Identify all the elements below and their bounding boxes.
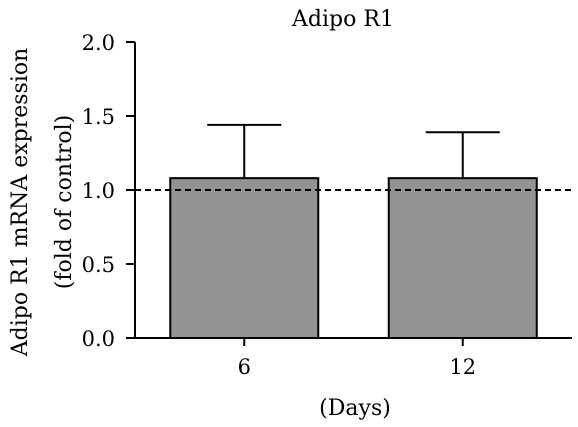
x-tick-label: 12	[449, 355, 476, 379]
x-tick-label: 6	[238, 355, 251, 379]
y-tick-label: 0.5	[82, 253, 115, 277]
y-tick-label: 0.0	[82, 327, 115, 351]
plot-area: 6 12 0.0 0.5 1.0 1.5 2.0	[82, 31, 572, 379]
chart-title: Adipo R1	[291, 7, 394, 32]
y-tick-label: 1.5	[82, 105, 115, 129]
y-axis-title-line2: (fold of control)	[52, 115, 77, 289]
y-tick-label: 1.0	[82, 179, 115, 203]
y-axis-title-line1: Adipo R1 mRNA expression	[8, 48, 33, 358]
bar-6	[169, 177, 320, 339]
bar-12	[387, 177, 538, 339]
y-axis-title: Adipo R1 mRNA expression (fold of contro…	[8, 48, 77, 358]
y-tick-label: 2.0	[82, 31, 115, 55]
x-axis-title: (Days)	[319, 396, 391, 421]
